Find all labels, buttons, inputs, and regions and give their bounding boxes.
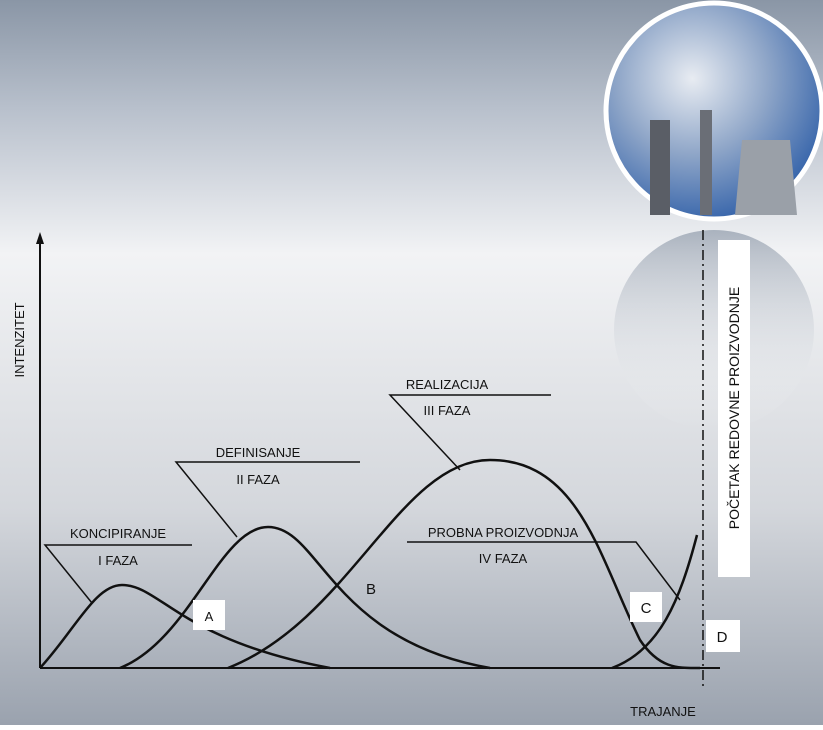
phase-label: IV FAZA xyxy=(479,551,528,566)
curves xyxy=(39,458,701,670)
point-label: A xyxy=(205,609,214,624)
phase-name: REALIZACIJA xyxy=(406,377,489,392)
phase-label: III FAZA xyxy=(424,403,471,418)
point-label: B xyxy=(366,581,376,598)
phase-name: PROBNA PROIZVODNJA xyxy=(428,525,579,540)
phase-name: KONCIPIRANJE xyxy=(70,526,166,541)
chimney xyxy=(700,110,712,215)
milestone-box xyxy=(718,240,750,577)
arrow xyxy=(36,232,44,244)
phase-name: DEFINISANJE xyxy=(216,445,301,460)
chimney xyxy=(650,120,670,215)
phase-label: I FAZA xyxy=(98,553,138,568)
photo-reflection xyxy=(614,230,814,430)
point-box xyxy=(706,620,740,652)
y-axis-label: INTENZITET xyxy=(12,302,27,377)
milestone-label: POČETAK REDOVNE PROIZVODNJE xyxy=(726,287,742,529)
point-label: D xyxy=(717,629,728,646)
point-box xyxy=(193,600,225,630)
point-label: C xyxy=(641,600,652,617)
phase-label: II FAZA xyxy=(236,472,280,487)
axes xyxy=(39,240,720,669)
leaders xyxy=(43,394,681,604)
point-box xyxy=(630,592,662,622)
x-axis-label: TRAJANJE xyxy=(630,704,696,719)
cooling-tower xyxy=(735,140,797,215)
